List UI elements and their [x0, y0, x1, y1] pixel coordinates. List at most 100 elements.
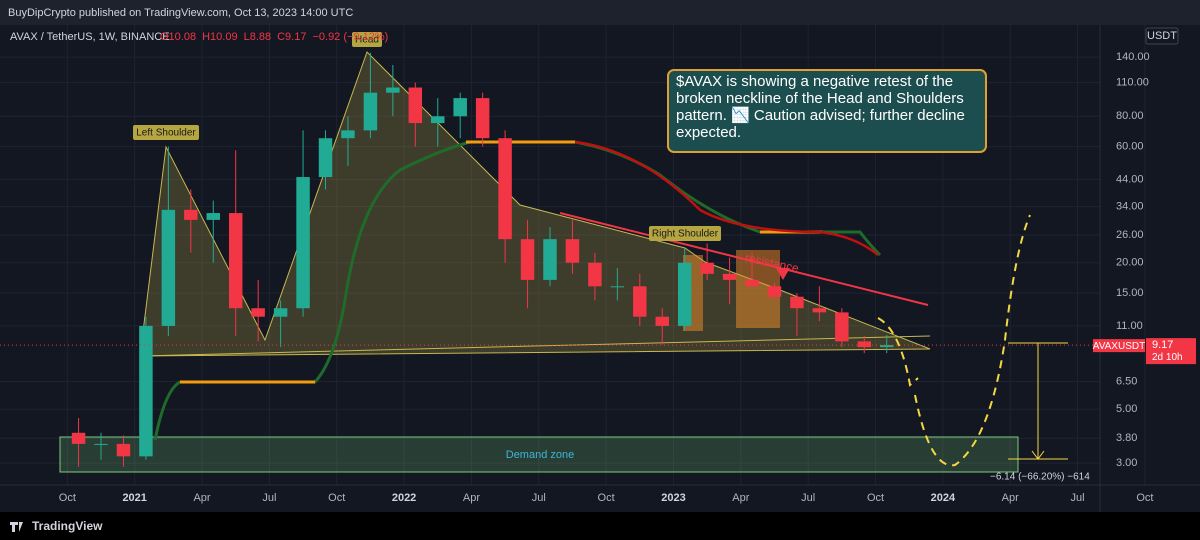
candle-body — [812, 308, 827, 313]
candle-body — [318, 138, 333, 178]
x-tick-label: Apr — [732, 492, 749, 504]
candle-body — [655, 316, 669, 326]
candle-body — [610, 286, 625, 288]
y-tick-label: 140.00 — [1116, 51, 1150, 63]
candle-body — [408, 87, 423, 124]
x-tick-label: 2024 — [931, 492, 956, 504]
candle-body — [857, 341, 872, 348]
moving-average — [574, 140, 879, 256]
y-tick-label: 110.00 — [1116, 77, 1149, 89]
candle-body — [251, 308, 265, 317]
y-tick-label: 3.00 — [1116, 457, 1137, 469]
candle-body — [206, 213, 220, 220]
candle-body — [588, 262, 602, 287]
candles — [71, 52, 894, 467]
y-tick-label: 26.00 — [1116, 229, 1144, 241]
x-tick-label: 2023 — [661, 492, 685, 504]
top-bar — [0, 0, 1200, 25]
ohlc-legend: O10.08 H10.09 L8.88 C9.17 −0.92 (−9.12%) — [160, 31, 388, 43]
left-shoulder-box — [133, 125, 199, 140]
last-price-value: 9.17 — [1152, 339, 1173, 351]
x-tick-label: Apr — [463, 492, 480, 504]
candle-body — [835, 312, 849, 342]
y-tick-label: 80.00 — [1116, 110, 1144, 122]
candle-body — [116, 443, 131, 457]
candle-body — [139, 325, 153, 457]
y-tick-label: 20.00 — [1116, 257, 1144, 269]
ohlc-value: −0.92 (−9.12%) — [312, 31, 388, 43]
last-price-symbol: AVAXUSDT — [1093, 341, 1145, 352]
candle-body — [431, 116, 445, 124]
ohlc-value: L8.88 — [244, 31, 272, 43]
measure-arrow — [1031, 450, 1045, 460]
callout: $AVAX is showing a negative retest of th… — [676, 73, 965, 141]
pattern-fill — [139, 51, 931, 357]
right-shoulder-label: Right Shoulder — [652, 229, 719, 240]
callout-box — [667, 69, 987, 153]
ohlc-value: O10.08 — [160, 31, 196, 43]
x-tick-label: Jul — [262, 492, 276, 504]
candle-body — [880, 345, 894, 348]
candle-body — [767, 286, 782, 297]
demand-zone — [59, 436, 1019, 473]
candle-body — [228, 213, 243, 309]
last-price-symbol-box — [1093, 339, 1145, 353]
candle-body — [273, 308, 288, 317]
demand-zone-label: Demand zone — [506, 449, 575, 461]
candle-body — [722, 273, 737, 280]
candle-body — [520, 239, 535, 280]
ohlc-value: H10.09 — [202, 31, 237, 43]
candle-body — [296, 177, 310, 309]
x-tick-label: Oct — [59, 492, 76, 504]
y-tick-label: 15.00 — [1116, 287, 1144, 299]
candle-body — [71, 432, 86, 444]
signal-arrow — [776, 268, 790, 280]
candle-body — [677, 262, 692, 326]
candle-body — [363, 92, 378, 131]
candle-body — [700, 262, 714, 274]
candle-body — [498, 138, 512, 240]
candle-body — [453, 98, 467, 117]
left-shoulder-label: Left Shoulder — [136, 128, 196, 139]
x-tick-label: 2021 — [122, 492, 146, 504]
y-tick-label: 34.00 — [1116, 201, 1144, 213]
candle-body — [94, 443, 108, 445]
neckline — [139, 335, 931, 357]
x-tick-label: Oct — [867, 492, 884, 504]
candle-body — [790, 296, 804, 309]
candle-body — [184, 209, 198, 220]
candle-body — [565, 239, 580, 263]
y-tick-label: 60.00 — [1116, 141, 1144, 153]
last-price-box — [1146, 338, 1196, 365]
axes: 140.00 110.00 80.00 60.00 44.00 34.00 26.00 20.… — [0, 25, 1200, 512]
measure-label: −6.14 (−66.20%) −614 — [990, 472, 1090, 483]
x-tick-label: Oct — [328, 492, 345, 504]
x-tick-label: Oct — [598, 492, 615, 504]
candle-body — [341, 130, 355, 139]
x-tick-label: Jul — [532, 492, 546, 504]
candle-body — [386, 87, 400, 93]
x-tick-label: Jul — [1071, 492, 1085, 504]
countdown: 2d 10h — [1152, 352, 1183, 363]
candle-body — [633, 286, 647, 317]
y-tick-label: 44.00 — [1116, 173, 1144, 185]
projection — [877, 214, 1031, 467]
logo — [10, 522, 23, 532]
callout-text: $AVAX is showing a negative retest of th… — [676, 73, 965, 141]
footer-brand: TradingView — [32, 519, 103, 533]
header-text: BuyDipCrypto published on TradingView.co… — [8, 7, 353, 19]
candle-body — [745, 279, 759, 287]
head-label: Head — [355, 35, 379, 46]
candle-body — [475, 98, 490, 139]
candle-body — [161, 209, 176, 326]
right-shoulder-box — [649, 226, 721, 241]
y-tick-label: 11.00 — [1116, 320, 1143, 332]
y-tick-label: 5.00 — [1116, 403, 1137, 415]
footer-bar — [0, 512, 1200, 540]
currency: USDT — [1147, 30, 1177, 42]
x-tick-label: Jul — [801, 492, 815, 504]
x-tick-label: Apr — [193, 492, 210, 504]
candle-body — [543, 239, 557, 280]
y-tick-label: 6.50 — [1116, 375, 1137, 387]
